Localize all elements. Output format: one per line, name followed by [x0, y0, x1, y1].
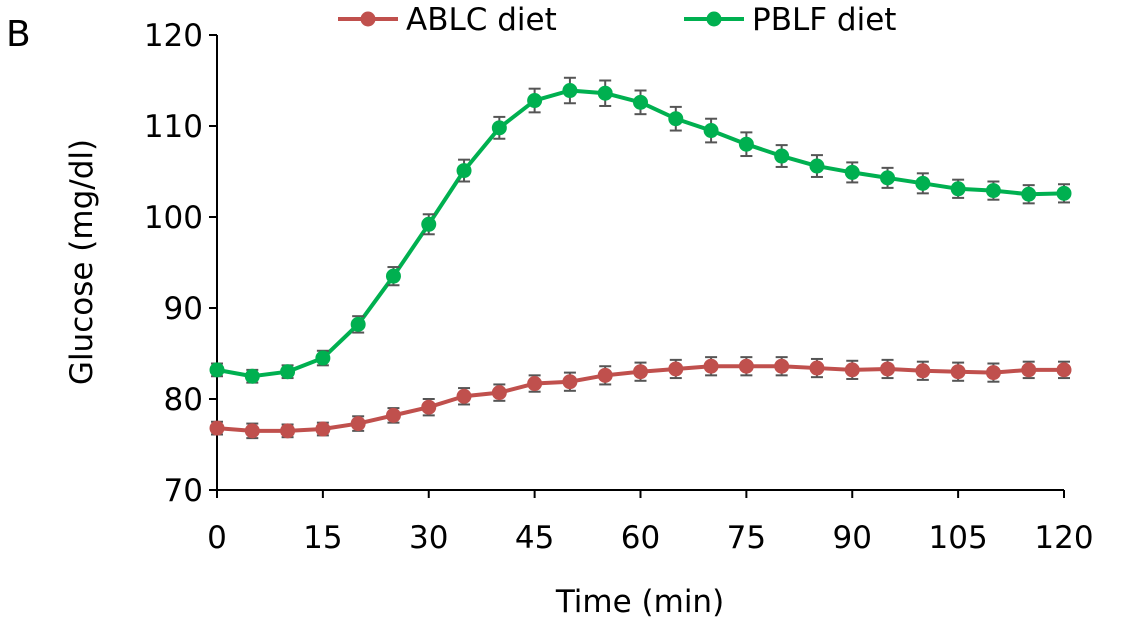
legend-label: ABLC diet: [406, 2, 557, 38]
x-tick-label: 120: [1034, 520, 1093, 556]
data-point: [774, 148, 790, 164]
x-tick-label: 45: [515, 520, 554, 556]
data-point: [527, 93, 543, 109]
data-point: [668, 111, 684, 127]
data-point: [950, 364, 966, 380]
series-line: [216, 88, 1065, 379]
data-point: [633, 94, 648, 110]
data-point: [985, 365, 1001, 381]
data-point: [738, 136, 754, 152]
data-point: [350, 416, 366, 432]
data-point: [385, 407, 401, 423]
data-point: [1021, 362, 1037, 378]
y-tick-label: 120: [144, 18, 203, 54]
data-point: [209, 362, 225, 378]
legend-marker: [706, 11, 722, 27]
data-point: [703, 123, 719, 139]
data-point: [597, 85, 613, 101]
legend-marker: [360, 11, 376, 27]
data-point: [209, 420, 225, 436]
data-point: [350, 316, 366, 332]
data-point: [491, 385, 507, 401]
data-point: [280, 423, 296, 439]
data-point: [527, 376, 543, 392]
data-point: [562, 374, 578, 390]
data-point: [738, 358, 754, 374]
legend: ABLC diet PBLF diet: [338, 2, 896, 38]
data-point: [880, 170, 896, 186]
data-point: [315, 421, 331, 437]
data-point: [1056, 185, 1072, 201]
data-point: [421, 216, 437, 232]
legend-item-1: PBLF diet: [684, 2, 896, 38]
plot-area: [209, 76, 1072, 440]
legend-item-0: ABLC diet: [338, 2, 557, 38]
data-point: [703, 358, 719, 374]
data-point: [844, 362, 860, 378]
y-tick-label: 110: [144, 109, 203, 145]
data-point: [633, 364, 648, 380]
data-point: [950, 181, 966, 197]
axes: 70 80 90 100 110 120 0 15 30 45 60 75 90 105 120: [144, 18, 1094, 556]
data-point: [421, 399, 437, 415]
x-axis-title: Time (min): [555, 584, 724, 620]
data-point: [597, 367, 613, 383]
data-point: [1056, 362, 1072, 378]
data-point: [809, 158, 825, 174]
x-tick-label: 0: [207, 520, 227, 556]
data-point: [385, 268, 401, 284]
data-point: [880, 361, 896, 377]
data-point: [668, 361, 684, 377]
y-tick-label: 90: [164, 291, 203, 327]
series-0: [209, 356, 1072, 440]
data-point: [809, 360, 825, 376]
data-point: [562, 83, 578, 99]
data-point: [244, 423, 260, 439]
data-point: [315, 350, 331, 366]
y-tick-label: 100: [144, 200, 203, 236]
data-point: [915, 363, 931, 379]
data-point: [491, 120, 507, 136]
data-point: [985, 183, 1001, 199]
panel-label: B: [6, 14, 31, 55]
x-tick-label: 105: [929, 520, 988, 556]
data-point: [244, 368, 260, 384]
data-point: [1021, 186, 1037, 202]
y-tick-label: 70: [164, 473, 203, 509]
x-tick-label: 90: [833, 520, 872, 556]
data-point: [280, 364, 296, 380]
data-point: [774, 358, 790, 374]
x-tick-label: 15: [303, 520, 342, 556]
y-tick-label: 80: [164, 382, 203, 418]
data-point: [456, 163, 472, 179]
series-1: [209, 76, 1072, 384]
x-tick-label: 75: [727, 520, 766, 556]
data-point: [456, 388, 472, 404]
x-tick-label: 30: [409, 520, 448, 556]
data-point: [844, 164, 860, 180]
x-tick-label: 60: [621, 520, 660, 556]
data-point: [915, 175, 931, 191]
legend-label: PBLF diet: [752, 2, 896, 38]
y-axis-title: Glucose (mg/dl): [64, 139, 100, 385]
